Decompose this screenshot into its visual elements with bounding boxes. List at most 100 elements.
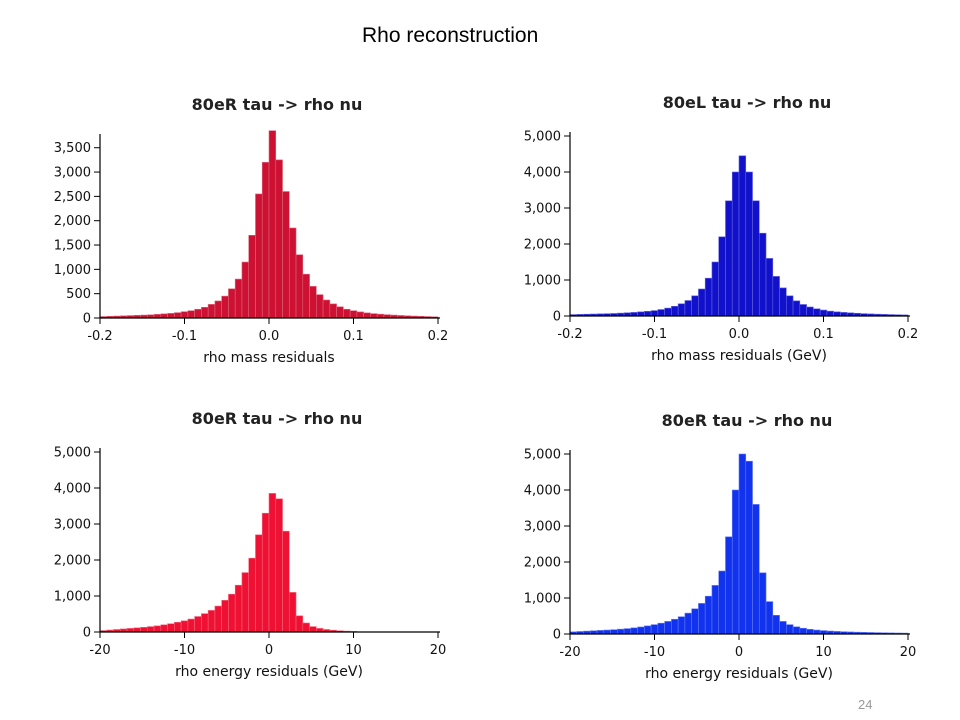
x-tick-label: 20 [430, 643, 447, 658]
histogram-bar [799, 304, 807, 317]
histogram-bar [370, 313, 378, 319]
histogram-bar [698, 288, 706, 317]
histogram-bar [228, 288, 236, 319]
histogram-bar [657, 622, 665, 635]
histogram-bar [174, 621, 182, 633]
histogram-bar [711, 261, 720, 317]
histogram-bar [221, 600, 229, 633]
histogram-bar [140, 627, 148, 633]
y-tick-label: 3,000 [54, 166, 91, 181]
histogram-bar [221, 295, 229, 319]
histogram-bar [316, 294, 324, 319]
histogram-bar [309, 626, 317, 633]
histogram-bars [569, 453, 909, 635]
histogram-bar [207, 304, 216, 319]
histogram-bar [799, 627, 807, 635]
histogram-bar [160, 313, 168, 319]
histogram-bar [704, 595, 713, 635]
histogram-bar [309, 286, 317, 319]
y-tick-label: 0 [83, 312, 91, 327]
histogram-bar [255, 193, 263, 319]
histogram-bar [786, 624, 794, 635]
histogram-bar [610, 629, 618, 635]
histogram-bar [180, 311, 189, 319]
histogram-bar [826, 310, 834, 317]
histogram-bar [819, 309, 828, 317]
histogram-bar [207, 610, 216, 633]
chart-mass-80eL: 80eL tau -> rho nu 0 1,000 2,000 3,000 4,000 5… [524, 93, 919, 364]
histogram-bar [806, 306, 814, 317]
histogram-bar [765, 601, 774, 635]
y-tick-label: 2,000 [524, 238, 561, 253]
histogram-bar [738, 155, 747, 317]
histogram-bar [806, 629, 814, 635]
histogram-bar [187, 618, 195, 633]
x-tick-label: -20 [559, 645, 580, 660]
histogram-bar [248, 234, 256, 319]
x-axis-label: rho energy residuals (GeV) [175, 664, 363, 680]
histogram-bar [623, 628, 632, 635]
histogram-bar [268, 493, 277, 633]
histogram-bar [644, 625, 652, 635]
histogram-bar [650, 310, 659, 317]
histogram-bar [691, 608, 699, 635]
chart-title: 80eR tau -> rho nu [662, 411, 833, 430]
histogram-bar [792, 626, 801, 635]
histogram-bar [758, 572, 767, 635]
histogram-bar [833, 311, 841, 317]
histogram-bar [302, 622, 310, 633]
histogram-bar [275, 159, 283, 319]
page-number: 24 [858, 697, 873, 712]
histogram-bar [201, 306, 209, 319]
histogram-bar [745, 460, 753, 635]
x-tick-label: 10 [815, 645, 832, 660]
histogram-bar [153, 625, 162, 633]
y-tick-label: 2,000 [54, 214, 91, 229]
histogram-bar [241, 261, 250, 319]
histogram-bar [329, 303, 337, 319]
histogram-bar [786, 295, 794, 317]
histogram-bar [637, 311, 645, 317]
y-tick-label: 2,000 [524, 556, 561, 571]
histogram-bar [813, 308, 821, 317]
x-tick-label: 0.1 [813, 327, 834, 342]
histogram-bar [765, 258, 774, 317]
histogram-bar [698, 603, 706, 635]
slide-title: Rho reconstruction [362, 24, 539, 47]
histogram-bars [99, 130, 439, 319]
histogram-bar [779, 621, 787, 635]
y-tick-label: 0 [553, 628, 561, 643]
histogram-bar [214, 605, 222, 633]
histogram-bar [725, 536, 733, 635]
histogram-bar [147, 626, 155, 633]
x-tick-label: 0 [265, 643, 273, 658]
histogram-bar [711, 585, 720, 635]
x-tick-label: 20 [900, 645, 917, 660]
histogram-bar [664, 307, 672, 317]
x-axis-label: rho mass residuals [203, 350, 334, 366]
histogram-bars [99, 493, 358, 633]
x-tick-label: 0.1 [343, 329, 364, 344]
histogram-bar [356, 311, 364, 319]
histogram-bar [174, 312, 182, 319]
histogram-bar [288, 592, 297, 633]
x-axis-label: rho energy residuals (GeV) [645, 666, 833, 682]
histogram-bar [241, 572, 250, 633]
histogram-bar [630, 627, 638, 635]
histogram-bar [704, 277, 713, 317]
histogram-bar [194, 616, 202, 633]
histogram-bar [288, 227, 297, 319]
histogram-bar [644, 311, 652, 317]
histogram-bar [745, 171, 753, 317]
histogram-bar [738, 453, 747, 635]
histogram-bar [671, 618, 679, 635]
histogram-bar [167, 623, 175, 633]
y-tick-label: 1,000 [524, 592, 561, 607]
histogram-bar [248, 557, 256, 633]
y-tick-label: 3,000 [524, 520, 561, 535]
x-tick-label: 0.0 [259, 329, 280, 344]
histogram-bar [160, 624, 168, 633]
histogram-bar [677, 616, 686, 635]
histogram-bar [718, 570, 726, 635]
histogram-bar [779, 287, 787, 317]
